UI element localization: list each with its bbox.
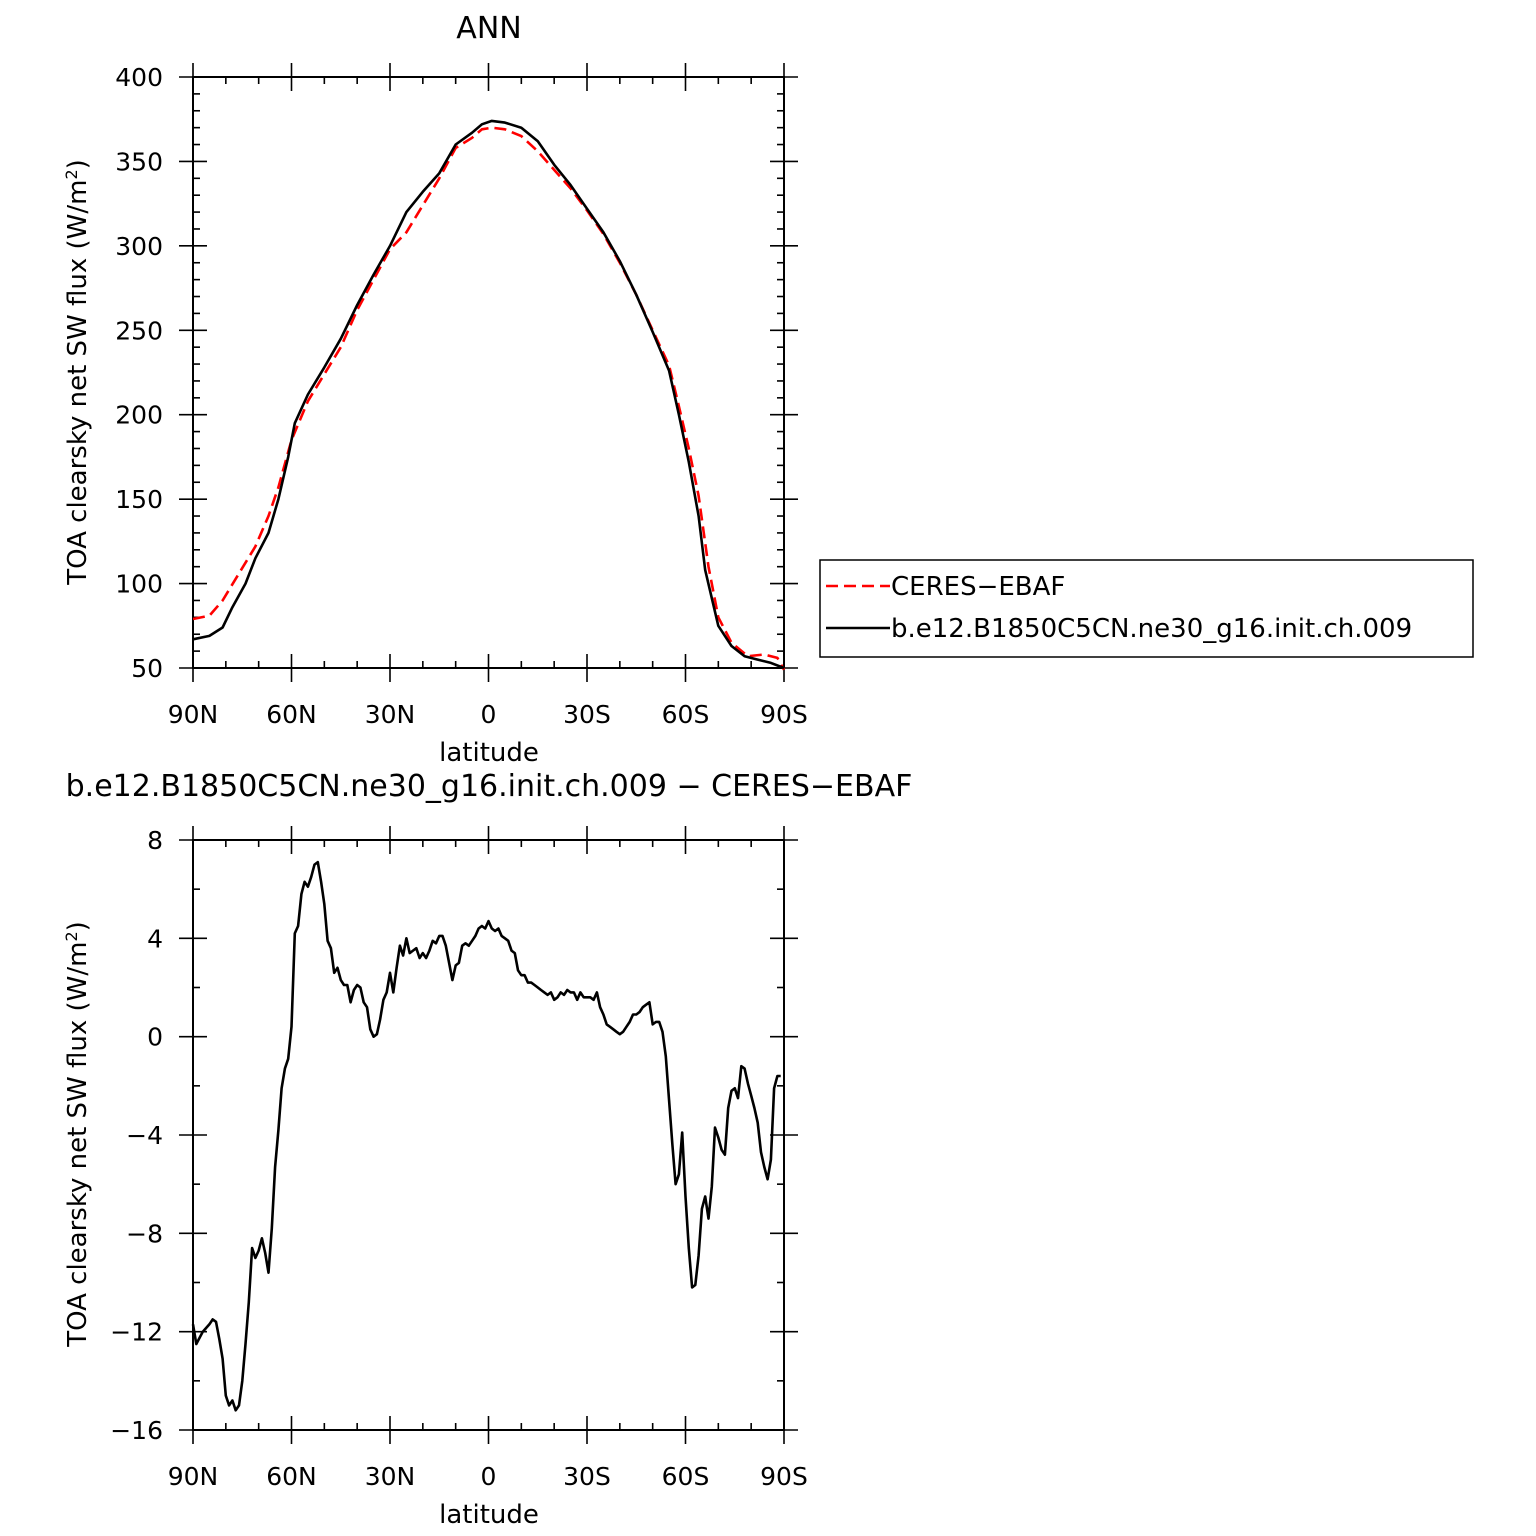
y-tick-label: −8	[126, 1219, 163, 1248]
series-bottom	[191, 860, 781, 1412]
y-tick-label: 100	[115, 570, 163, 599]
chart-title-top: ANN	[456, 11, 521, 46]
x-axis-label-bottom: latitude	[439, 1500, 539, 1530]
x-tick-label: 60S	[662, 700, 710, 729]
x-tick-label: 0	[481, 700, 497, 729]
y-tick-label: 300	[115, 232, 163, 261]
y-axis-label-top-sup: 2	[62, 169, 81, 179]
x-tick-label: 90N	[168, 700, 219, 729]
x-tick-label: 60N	[266, 700, 317, 729]
series-top	[192, 119, 786, 671]
y-axis-label-bottom: TOA clearsky net SW flux (W/m2)	[62, 921, 93, 1348]
x-tick-label: 30N	[365, 700, 416, 729]
y-tick-label: 50	[131, 654, 163, 683]
y-axis-label-bottom-sup: 2	[62, 931, 81, 941]
y-tick-label: 350	[115, 147, 163, 176]
panel-top: ANN 90N 60N 30N 0 30S 60S 90S 50 100 150 200 250 300…	[62, 11, 808, 768]
y-axis-label-top-tail: )	[63, 159, 93, 169]
legend: CERES−EBAF b.e12.B1850C5CN.ne30_g16.init…	[819, 559, 1474, 658]
x-tick-label: 90S	[760, 1462, 808, 1491]
x-tick-label: 30S	[563, 1462, 611, 1491]
y-tick-label: 400	[115, 63, 163, 92]
legend-box	[819, 559, 1474, 658]
x-axis-label-top: latitude	[439, 738, 539, 768]
x-tick-label: 0	[481, 1462, 497, 1491]
x-tick-label: 60N	[266, 1462, 317, 1491]
x-tick-label: 30S	[563, 700, 611, 729]
y-axis-label-bottom-main: TOA clearsky net SW flux (W/m	[63, 942, 93, 1348]
series-line-difference	[191, 860, 781, 1412]
y-tick-label: 0	[147, 1023, 163, 1052]
chart-title-bottom: b.e12.B1850C5CN.ne30_g16.init.ch.009 − C…	[66, 769, 913, 804]
plot-frame-bottom	[192, 839, 785, 1431]
y-axis-label-top: TOA clearsky net SW flux (W/m2)	[62, 159, 93, 586]
y-axis-label-top-main: TOA clearsky net SW flux (W/m	[63, 180, 93, 586]
y-tick-label: 4	[147, 924, 163, 953]
x-tick-label: 30N	[365, 1462, 416, 1491]
y-tick-label: −12	[110, 1318, 163, 1347]
y-tick-label: 150	[115, 485, 163, 514]
series-line-model	[192, 119, 785, 670]
ticks-bottom: 90N 60N 30N 0 30S 60S 90S −16 −12 −8 −4 0 4 8	[110, 826, 808, 1491]
y-axis-label-bottom-tail: )	[63, 921, 93, 931]
series-line-ceres	[192, 126, 786, 671]
y-tick-label: 200	[115, 401, 163, 430]
x-tick-label: 90N	[168, 1462, 219, 1491]
panel-bottom: b.e12.B1850C5CN.ne30_g16.init.ch.009 − C…	[62, 769, 912, 1530]
y-tick-label: −16	[110, 1416, 163, 1445]
x-tick-label: 60S	[662, 1462, 710, 1491]
y-tick-label: 250	[115, 316, 163, 345]
y-tick-label: 8	[147, 826, 163, 855]
plot-frame-top	[192, 76, 785, 669]
y-tick-label: −4	[126, 1121, 163, 1150]
x-tick-label: 90S	[760, 700, 808, 729]
legend-label-model: b.e12.B1850C5CN.ne30_g16.init.ch.009	[891, 614, 1412, 644]
ticks-top: 90N 60N 30N 0 30S 60S 90S 50 100 150 200 250 300 350 4…	[115, 63, 808, 729]
legend-label-ceres: CERES−EBAF	[891, 572, 1065, 602]
